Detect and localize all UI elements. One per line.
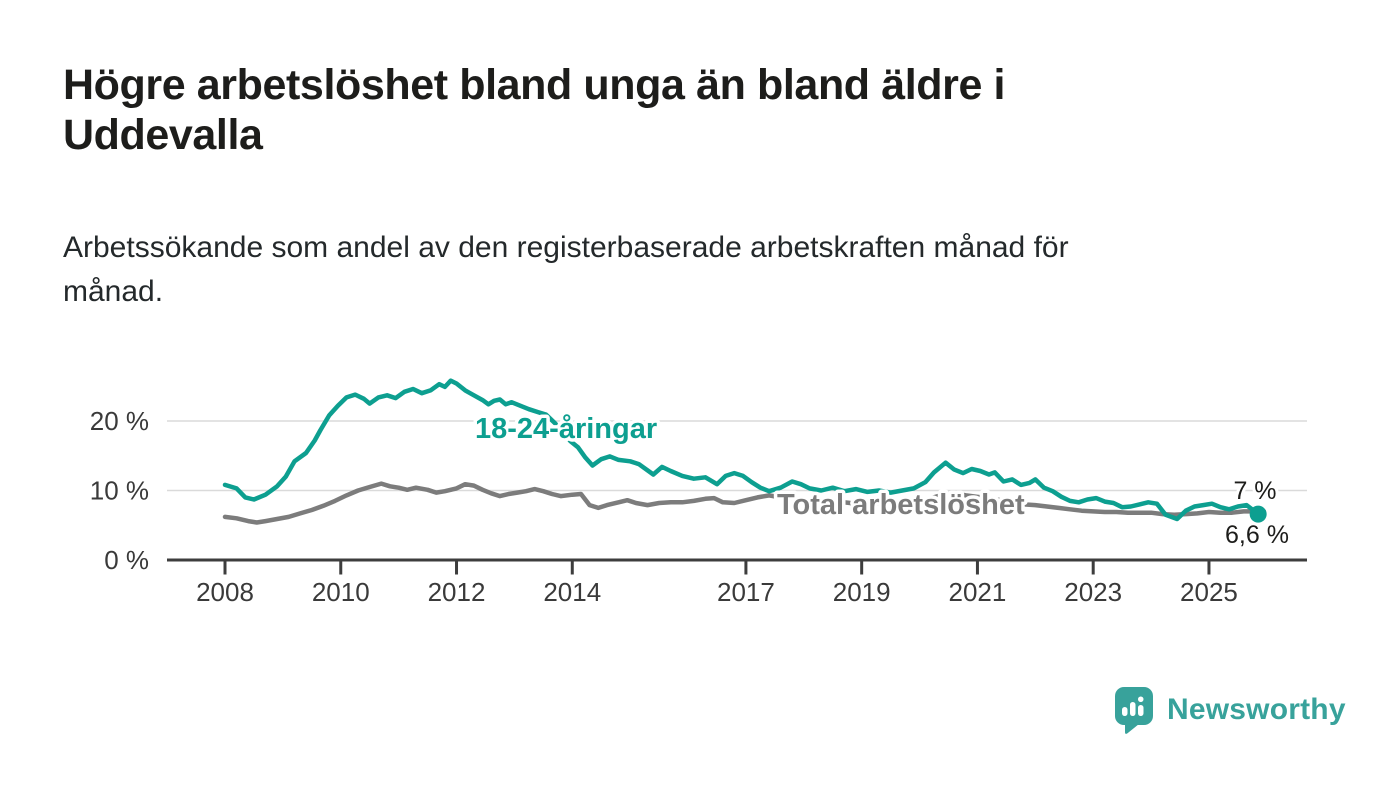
x-axis-tick-label: 2008: [196, 577, 254, 607]
chart-subtitle: Arbetssökande som andel av den registerb…: [63, 231, 1069, 309]
series-end-dot: [1249, 505, 1267, 523]
y-axis-tick-label: 0 %: [104, 545, 149, 575]
series-line-total: [222, 481, 1267, 525]
x-axis-tick-label: 2012: [428, 577, 486, 607]
series-line-youth: [222, 378, 1261, 522]
series-label-youth: 18-24-åringar: [475, 413, 657, 445]
x-axis-tick-label: 2017: [717, 577, 775, 607]
bar-chart-speech-bubble-icon: [1115, 687, 1153, 734]
y-axis-tick-label: 20 %: [90, 406, 149, 436]
newsworthy-brand: Newsworthy: [1114, 686, 1346, 734]
x-axis-tick-label: 2014: [543, 577, 601, 607]
y-axis-tick-label: 10 %: [90, 476, 149, 506]
x-axis-tick-label: 2019: [833, 577, 891, 607]
page-title: Högre arbetslöshet bland unga än bland ä…: [63, 61, 1006, 160]
series-label-total: Total arbetslöshet: [777, 489, 1025, 521]
series-end-value-youth: 6,6 %: [1225, 521, 1289, 549]
x-axis-tick-label: 2025: [1180, 577, 1238, 607]
series-end-value-total: 7 %: [1233, 477, 1276, 505]
x-axis-tick-label: 2023: [1064, 577, 1122, 607]
x-axis-tick-label: 2010: [312, 577, 370, 607]
x-axis-tick-label: 2021: [949, 577, 1007, 607]
brand-name: Newsworthy: [1167, 693, 1346, 726]
